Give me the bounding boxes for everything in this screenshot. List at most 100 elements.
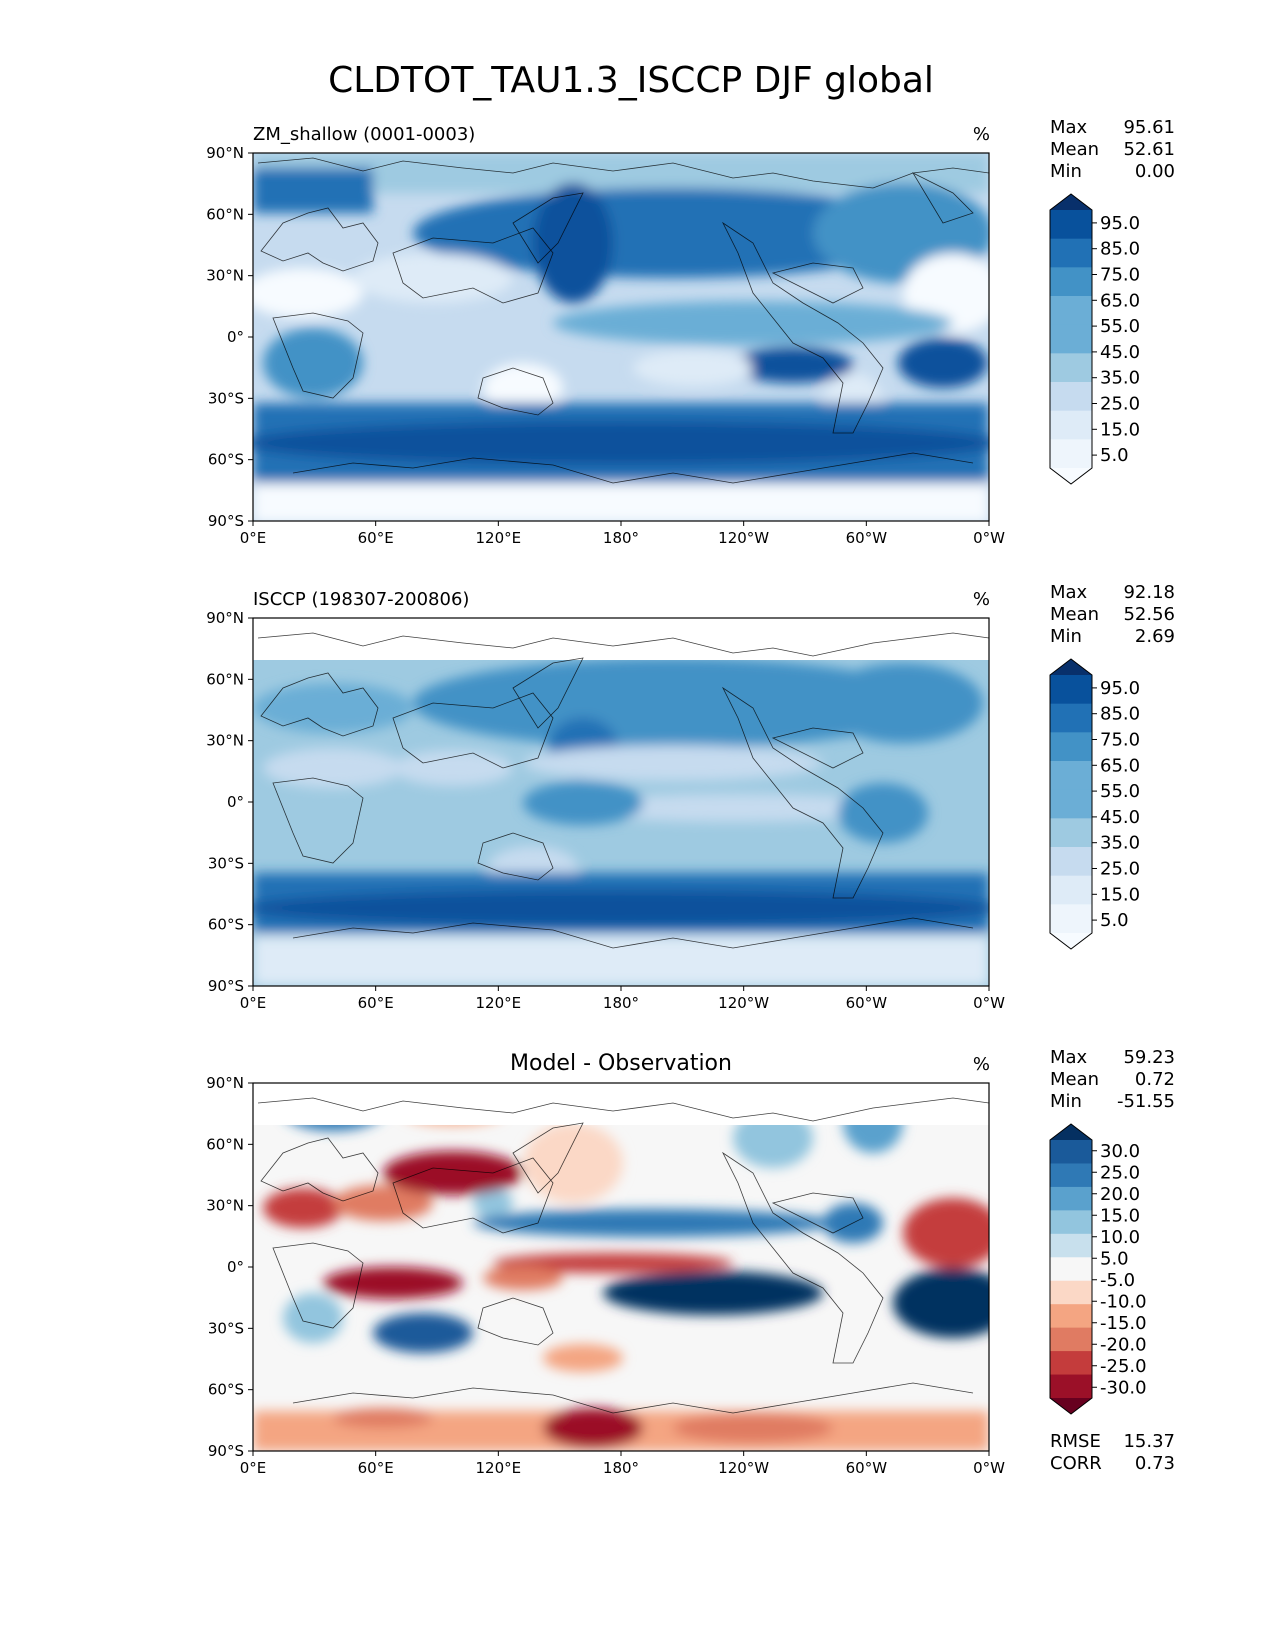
lat-tick-label: 90°N xyxy=(206,1074,244,1092)
figure-title: CLDTOT_TAU1.3_ISCCP DJF global xyxy=(328,60,934,101)
colorbar-swatch xyxy=(1050,703,1092,733)
score-label-corr: CORR xyxy=(1050,1453,1102,1474)
lat-axis: 90°N 60°N 30°N 0° 30°S 60°S 90°S xyxy=(206,609,253,995)
lat-tick-label: 90°S xyxy=(208,512,244,530)
colorbar: 95.0 85.0 75.0 65.0 55.0 45.0 35.0 25.0 15.0 5.0 xyxy=(1049,193,1140,485)
lon-tick-label: 0°E xyxy=(240,994,267,1012)
missing-data-band xyxy=(253,618,989,660)
colorbar-label: 75.0 xyxy=(1100,730,1140,751)
colorbar-label: 55.0 xyxy=(1100,781,1140,802)
colorbar-extend-max xyxy=(1050,659,1092,675)
colorbar-label: 5.0 xyxy=(1100,445,1129,466)
colorbar-label: 25.0 xyxy=(1100,1162,1140,1183)
colorbar-label: 95.0 xyxy=(1100,678,1140,699)
colorbar-label: 5.0 xyxy=(1100,910,1129,931)
stats-block: Max 59.23 Mean 0.72 Min -51.55 xyxy=(1050,1047,1175,1112)
lon-tick-label: 60°W xyxy=(846,994,888,1012)
lat-tick-label: 30°N xyxy=(206,1197,244,1215)
score-label-rmse: RMSE xyxy=(1050,1431,1101,1452)
colorbar-swatch xyxy=(1050,904,1092,934)
colorbar-label: 20.0 xyxy=(1100,1184,1140,1205)
lat-axis: 90°N 60°N 30°N 0° 30°S 60°S 90°S xyxy=(206,1074,253,1460)
colorbar-label: -20.0 xyxy=(1100,1334,1147,1355)
colorbar-label: 65.0 xyxy=(1100,290,1140,311)
stat-value-min: 0.00 xyxy=(1135,161,1175,182)
map-area xyxy=(252,617,990,987)
colorbar-label: 5.0 xyxy=(1100,1248,1129,1269)
colorbar-swatch xyxy=(1050,1163,1092,1188)
colorbar-swatch xyxy=(1050,1233,1092,1258)
score-value-corr: 0.73 xyxy=(1135,1453,1175,1474)
lon-tick-label: 120°W xyxy=(718,994,769,1012)
colorbar-swatch xyxy=(1050,732,1092,762)
colorbar-swatch xyxy=(1050,761,1092,791)
lat-tick-label: 30°S xyxy=(208,854,244,872)
coastlines xyxy=(257,1097,989,1414)
colorbar-label: 55.0 xyxy=(1100,316,1140,337)
panel-subtitle: Model - Observation xyxy=(510,1051,732,1076)
colorbar-extend-min xyxy=(1050,468,1092,484)
colorbar-extend-min xyxy=(1050,1398,1092,1414)
cloud-field xyxy=(253,658,989,986)
colorbar-label: 85.0 xyxy=(1100,704,1140,725)
colorbar-swatch xyxy=(1050,1351,1092,1376)
colorbar-label: 35.0 xyxy=(1100,368,1140,389)
colorbar-label: 10.0 xyxy=(1100,1227,1140,1248)
colorbar-swatch xyxy=(1050,675,1092,705)
colorbar: 95.0 85.0 75.0 65.0 55.0 45.0 35.0 25.0 15.0 5.0 xyxy=(1049,658,1140,950)
colorbar-label: 30.0 xyxy=(1100,1141,1140,1162)
stats-block: Max 92.18 Mean 52.56 Min 2.69 xyxy=(1050,582,1175,647)
colorbar-swatch xyxy=(1050,1186,1092,1211)
lat-tick-label: 0° xyxy=(227,328,244,346)
stat-label-mean: Mean xyxy=(1050,139,1099,160)
colorbar-outline xyxy=(1049,1123,1093,1415)
colorbar-label: 95.0 xyxy=(1100,213,1140,234)
lat-tick-label: 30°S xyxy=(208,1319,244,1337)
colorbar-label: 15.0 xyxy=(1100,419,1140,440)
colorbar-swatch xyxy=(1050,1210,1092,1235)
panel-difference: Model - Observation % xyxy=(206,1047,1175,1477)
panel-units: % xyxy=(973,589,990,610)
lat-tick-label: 60°N xyxy=(206,205,244,223)
colorbar-swatch xyxy=(1050,875,1092,905)
lon-tick-label: 120°W xyxy=(718,529,769,547)
colorbar-swatch xyxy=(1050,1140,1092,1164)
lon-tick-label: 60°W xyxy=(846,1459,888,1477)
stat-label-max: Max xyxy=(1050,582,1088,603)
colorbar-outline xyxy=(1049,658,1093,950)
stat-value-mean: 52.61 xyxy=(1123,139,1175,160)
lat-tick-label: 90°N xyxy=(206,609,244,627)
coastlines xyxy=(257,632,989,949)
lon-tick-label: 120°E xyxy=(476,994,522,1012)
lon-tick-label: 0°W xyxy=(973,994,1005,1012)
lon-tick-label: 180° xyxy=(603,994,639,1012)
colorbar-extend-min xyxy=(1050,933,1092,949)
cloud-field xyxy=(253,153,989,521)
colorbar-label: 25.0 xyxy=(1100,859,1140,880)
lat-tick-label: 30°N xyxy=(206,732,244,750)
lat-tick-label: 60°N xyxy=(206,670,244,688)
lat-tick-label: 90°S xyxy=(208,1442,244,1460)
panel-subtitle: ZM_shallow (0001-0003) xyxy=(253,124,475,145)
lon-tick-label: 0°E xyxy=(240,529,267,547)
lat-tick-label: 60°S xyxy=(208,1381,244,1399)
colorbar-swatch xyxy=(1050,210,1092,240)
score-block: RMSE 15.37 CORR 0.73 xyxy=(1050,1431,1175,1474)
lon-tick-label: 60°E xyxy=(358,529,394,547)
colorbar-outline xyxy=(1049,193,1093,485)
lat-axis: 90°N 60°N 30°N 0° 30°S 60°S 90°S xyxy=(206,144,253,530)
lat-tick-label: 30°S xyxy=(208,389,244,407)
colorbar-label: 85.0 xyxy=(1100,239,1140,260)
colorbar-label: -25.0 xyxy=(1100,1356,1147,1377)
lon-axis: 0°E 60°E 120°E 180° 120°W 60°W 0°W xyxy=(240,986,1005,1012)
panel-model: ZM_shallow (0001-0003) % xyxy=(206,117,1175,547)
lat-tick-label: 90°N xyxy=(206,144,244,162)
stat-value-min: -51.55 xyxy=(1117,1091,1175,1112)
colorbar-swatch xyxy=(1050,410,1092,440)
stats-block: Max 95.61 Mean 52.61 Min 0.00 xyxy=(1050,117,1175,182)
lon-tick-label: 60°E xyxy=(358,1459,394,1477)
colorbar-label: 25.0 xyxy=(1100,394,1140,415)
colorbar: 30.025.020.015.010.05.0-5.0-10.0-15.0-20… xyxy=(1049,1123,1147,1415)
stat-label-max: Max xyxy=(1050,117,1088,138)
missing-data-band xyxy=(253,1083,989,1125)
